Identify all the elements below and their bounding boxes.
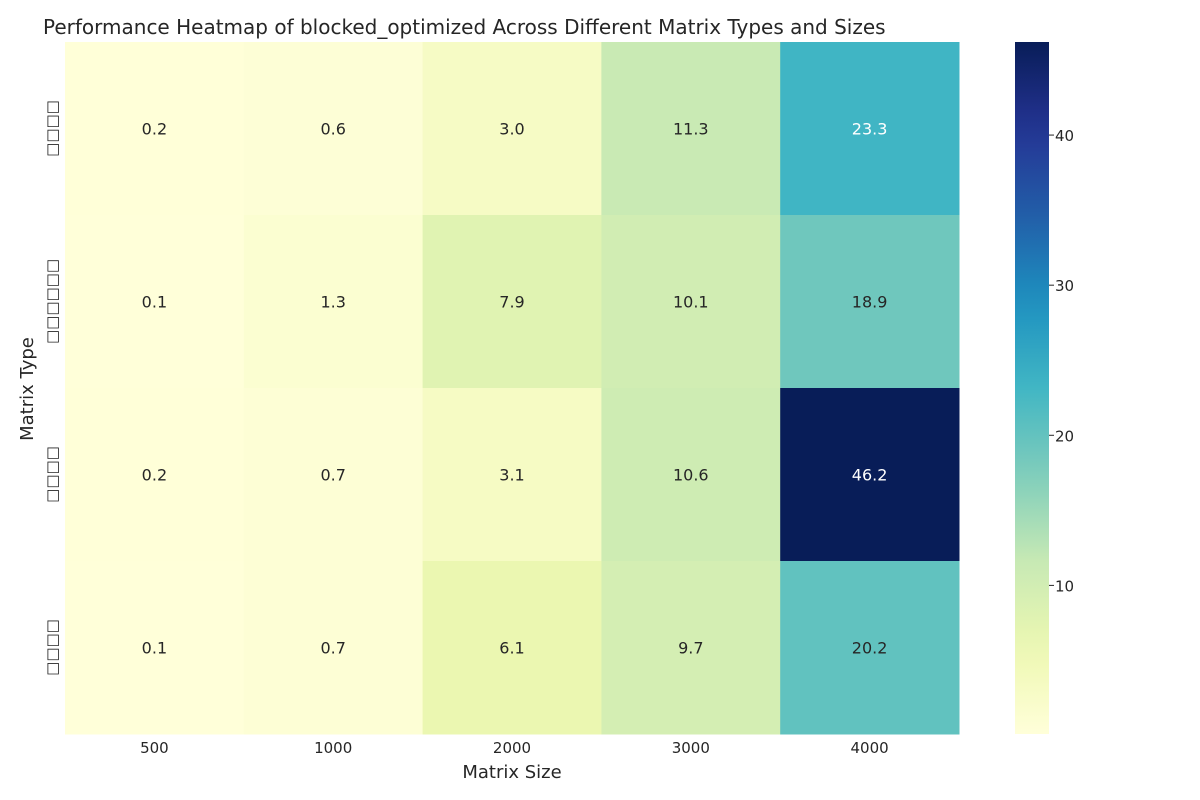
cell-value-label: 46.2 — [852, 466, 888, 485]
colorbar-tick-label: 30 — [1055, 277, 1074, 295]
y-tick-labels: □□□□□□□□□□□□□□□□□□ — [43, 100, 61, 676]
cell-value-label: 0.1 — [142, 639, 167, 658]
heatmap-cell — [243, 42, 424, 216]
cell-value-label: 6.1 — [499, 639, 524, 658]
x-tick-label: 4000 — [851, 739, 889, 757]
heatmap-cell — [601, 388, 781, 562]
cell-value-label: 0.1 — [142, 293, 167, 312]
x-tick-label: 2000 — [493, 739, 531, 757]
chart-title: Performance Heatmap of blocked_optimized… — [43, 15, 886, 39]
cell-value-label: 9.7 — [678, 639, 703, 658]
cell-value-label: 18.9 — [852, 293, 888, 312]
heatmap-cell — [780, 388, 960, 562]
heatmap-cell — [601, 215, 781, 389]
cell-value-label: 3.0 — [499, 120, 524, 139]
colorbar-tick-label: 20 — [1055, 427, 1074, 445]
heatmap-cell — [65, 388, 245, 562]
colorbar-tick-label: 10 — [1055, 577, 1074, 595]
cell-value-label: 10.6 — [673, 466, 709, 485]
y-tick-label: □□□□ — [43, 619, 61, 676]
heatmap-cell — [780, 42, 960, 216]
x-axis-label: Matrix Size — [462, 762, 561, 783]
heatmap-cell — [422, 215, 602, 389]
y-tick-label: □□□□ — [43, 100, 61, 157]
colorbar-tick-label: 40 — [1055, 127, 1074, 145]
cell-value-label: 0.7 — [320, 639, 345, 658]
cell-value-label: 23.3 — [852, 120, 888, 139]
cell-value-label: 0.2 — [142, 120, 167, 139]
cell-value-label: 7.9 — [499, 293, 524, 312]
cell-value-label: 0.2 — [142, 466, 167, 485]
x-tick-label: 3000 — [672, 739, 710, 757]
heatmap-cell — [780, 561, 960, 735]
heatmap-cell — [601, 42, 781, 216]
heatmap-cell — [422, 561, 602, 735]
cell-value-label: 0.6 — [320, 120, 345, 139]
heatmap-cell — [65, 42, 245, 216]
x-tick-label: 500 — [140, 739, 169, 757]
colorbar-ticks: 10 20 30 40 — [1049, 127, 1074, 595]
colorbar — [1015, 42, 1049, 734]
heatmap-cells: 0.2 0.6 3.0 11.3 23.3 0.1 1.3 7.9 10.1 18.9 0.2 0.7… — [65, 42, 960, 735]
cell-value-label: 0.7 — [320, 466, 345, 485]
heatmap-cell — [243, 388, 424, 562]
heatmap-cell — [422, 42, 602, 216]
y-tick-label: □□□□ — [43, 446, 61, 503]
x-tick-labels: 500 1000 2000 3000 4000 — [140, 739, 889, 757]
heatmap-cell — [780, 215, 960, 389]
heatmap-cell — [243, 215, 424, 389]
heatmap-cell — [65, 561, 245, 735]
heatmap-cell — [65, 215, 245, 389]
cell-value-label: 3.1 — [499, 466, 524, 485]
cell-value-label: 10.1 — [673, 293, 709, 312]
x-tick-label: 1000 — [314, 739, 352, 757]
y-axis-label: Matrix Type — [17, 337, 38, 441]
y-tick-label: □□□□□□ — [43, 259, 61, 344]
heatmap-cell — [601, 561, 781, 735]
heatmap-cell — [422, 388, 602, 562]
cell-value-label: 20.2 — [852, 639, 888, 658]
cell-value-label: 1.3 — [320, 293, 345, 312]
cell-value-label: 11.3 — [673, 120, 709, 139]
heatmap-cell — [243, 561, 424, 735]
